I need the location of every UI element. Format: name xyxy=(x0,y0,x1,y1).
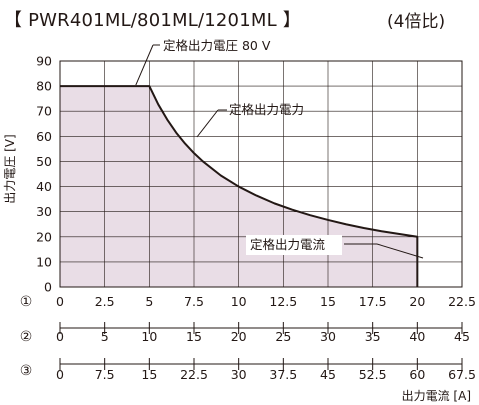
x-tick-label: 5 xyxy=(101,329,109,344)
x-tick-label: 45 xyxy=(320,367,336,382)
x-tick-label: 0 xyxy=(56,329,64,344)
x-tick-label: 20 xyxy=(231,329,247,344)
x-tick-label: 22.5 xyxy=(448,294,476,309)
y-axis-label: 出力電圧 [V] xyxy=(3,134,17,203)
x-tick-label: 15 xyxy=(186,329,202,344)
x-tick-label: 5 xyxy=(145,294,153,309)
chart-title: 【 PWR401ML/801ML/1201ML 】 xyxy=(4,10,301,31)
x-tick-label: 20 xyxy=(409,294,425,309)
x-tick-label: 37.5 xyxy=(269,367,297,382)
rated-voltage-annotation: 定格出力電圧 80 V xyxy=(163,38,271,53)
x-axis-index-label: ① xyxy=(20,294,33,310)
x-axis-index-label: ③ xyxy=(20,363,33,379)
x-tick-label: 10 xyxy=(231,294,247,309)
x-tick-label: 10 xyxy=(141,329,157,344)
x-tick-label: 15 xyxy=(141,367,157,382)
rated-power-curve xyxy=(60,85,419,287)
power-leader-line xyxy=(196,109,219,138)
x-tick-label: 17.5 xyxy=(359,294,387,309)
y-tick-label: 60 xyxy=(36,129,52,144)
x-axis-label: 出力電流 [A] xyxy=(402,389,471,403)
rated-power-annotation: 定格出力電力 xyxy=(229,102,304,117)
x-tick-label: 0 xyxy=(56,367,64,382)
x-tick-label: 30 xyxy=(231,367,247,382)
y-tick-label: 40 xyxy=(36,179,52,194)
x-tick-label: 30 xyxy=(320,329,336,344)
rated-current-annotation: 定格出力電流 xyxy=(250,237,326,252)
x-tick-label: 40 xyxy=(409,329,425,344)
y-tick-label: 80 xyxy=(36,79,52,94)
x-tick-label: 0 xyxy=(56,294,64,309)
x-tick-label: 7.5 xyxy=(184,294,204,309)
x-tick-label: 7.5 xyxy=(95,367,115,382)
ratio-label: (4倍比) xyxy=(387,12,446,32)
x-tick-label: 35 xyxy=(365,329,381,344)
current-leader-line xyxy=(376,243,424,259)
voltage-leader-line xyxy=(135,44,154,86)
x-tick-label: 2.5 xyxy=(95,294,115,309)
y-tick-label: 0 xyxy=(44,280,52,295)
y-tick-label: 30 xyxy=(36,204,52,219)
y-tick-label: 20 xyxy=(36,229,52,244)
x-tick-label: 12.5 xyxy=(269,294,297,309)
x-axis-index-label: ② xyxy=(20,329,33,345)
y-tick-label: 90 xyxy=(36,54,52,69)
current-annotation-background xyxy=(246,235,342,255)
x-tick-label: 22.5 xyxy=(180,367,208,382)
y-tick-label: 70 xyxy=(36,104,52,119)
x-tick-label: 15 xyxy=(320,294,336,309)
x-tick-label: 52.5 xyxy=(359,367,387,382)
x-tick-label: 60 xyxy=(409,367,425,382)
plot-frame xyxy=(59,60,463,288)
x-tick-label: 45 xyxy=(454,329,470,344)
y-tick-label: 50 xyxy=(36,154,52,169)
x-tick-label: 25 xyxy=(275,329,291,344)
y-tick-label: 10 xyxy=(36,254,52,269)
x-tick-label: 67.5 xyxy=(448,367,476,382)
